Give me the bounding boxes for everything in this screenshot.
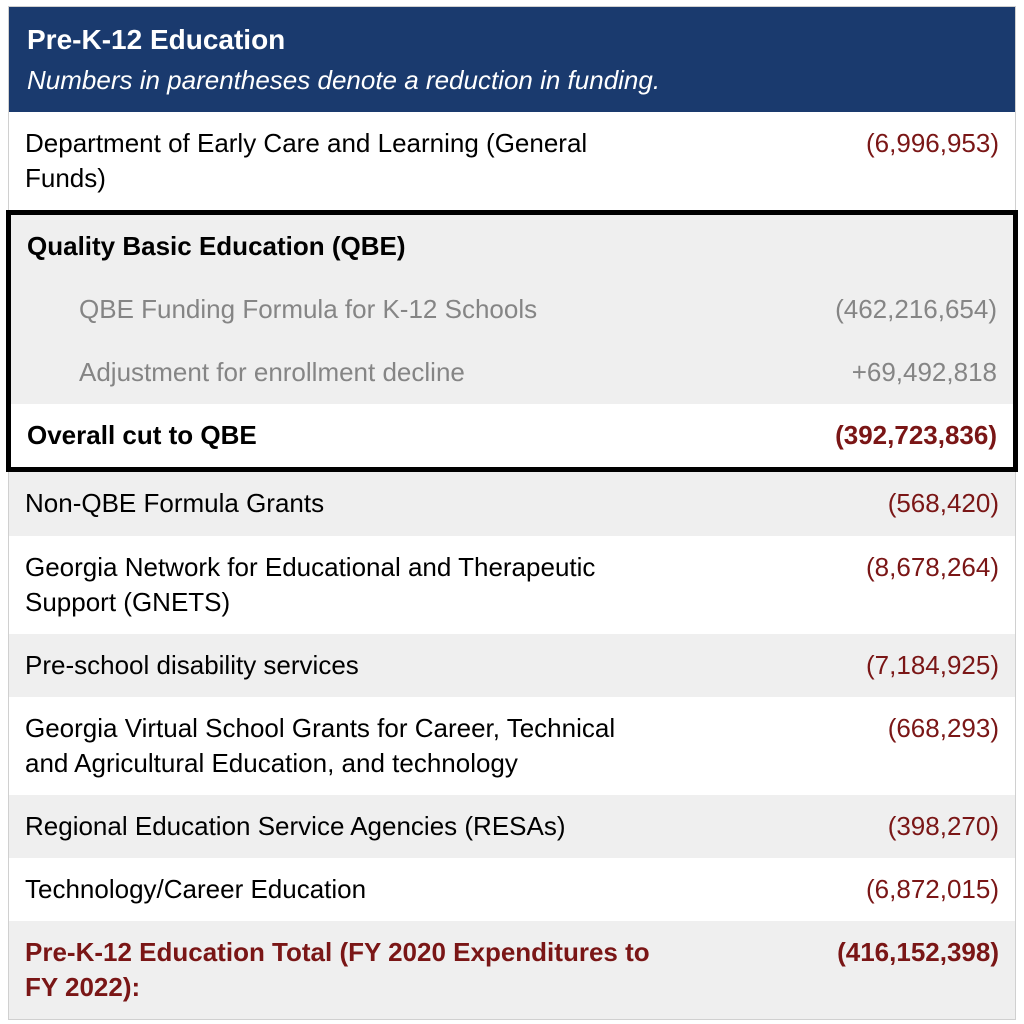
row-value: (668,293) xyxy=(673,697,1015,795)
table-header-row: Pre-K-12 Education Numbers in parenthese… xyxy=(9,7,1016,112)
row-label: Georgia Virtual School Grants for Career… xyxy=(9,697,674,795)
qbe-sub-row: Adjustment for enrollment decline +69,49… xyxy=(9,341,1016,404)
table-row: Technology/Career Education (6,872,015) xyxy=(9,858,1016,921)
table-row: Regional Education Service Agencies (RES… xyxy=(9,795,1016,858)
row-value: (8,678,264) xyxy=(673,536,1015,634)
table-row: Georgia Virtual School Grants for Career… xyxy=(9,697,1016,795)
row-value: (7,184,925) xyxy=(673,634,1015,697)
table-row: Non-QBE Formula Grants (568,420) xyxy=(9,470,1016,536)
row-label: Non-QBE Formula Grants xyxy=(9,470,674,536)
row-value: (462,216,654) xyxy=(673,278,1015,341)
row-value: (398,270) xyxy=(673,795,1015,858)
row-value: (416,152,398) xyxy=(673,921,1015,1020)
row-value xyxy=(673,213,1015,279)
table-row: Pre-school disability services (7,184,92… xyxy=(9,634,1016,697)
row-value: (6,996,953) xyxy=(673,112,1015,213)
row-label: Pre-K-12 Education Total (FY 2020 Expend… xyxy=(9,921,674,1020)
row-label: Adjustment for enrollment decline xyxy=(9,341,674,404)
table-header-cell: Pre-K-12 Education Numbers in parenthese… xyxy=(9,7,1016,112)
row-value: (6,872,015) xyxy=(673,858,1015,921)
qbe-header-row: Quality Basic Education (QBE) xyxy=(9,213,1016,279)
row-label: Regional Education Service Agencies (RES… xyxy=(9,795,674,858)
table-row: Department of Early Care and Learning (G… xyxy=(9,112,1016,213)
row-label: Quality Basic Education (QBE) xyxy=(9,213,674,279)
table-subtitle: Numbers in parentheses denote a reductio… xyxy=(27,63,997,98)
row-label: Department of Early Care and Learning (G… xyxy=(9,112,674,213)
row-value: +69,492,818 xyxy=(673,341,1015,404)
row-value: (568,420) xyxy=(673,470,1015,536)
row-label: Overall cut to QBE xyxy=(9,404,674,470)
row-label: Pre-school disability services xyxy=(9,634,674,697)
table-row: Georgia Network for Educational and Ther… xyxy=(9,536,1016,634)
row-label: Georgia Network for Educational and Ther… xyxy=(9,536,674,634)
row-label: Technology/Career Education xyxy=(9,858,674,921)
qbe-sub-row: QBE Funding Formula for K-12 Schools (46… xyxy=(9,278,1016,341)
total-row: Pre-K-12 Education Total (FY 2020 Expend… xyxy=(9,921,1016,1020)
qbe-overall-row: Overall cut to QBE (392,723,836) xyxy=(9,404,1016,470)
row-label: QBE Funding Formula for K-12 Schools xyxy=(9,278,674,341)
table-title: Pre-K-12 Education xyxy=(27,21,997,59)
row-value: (392,723,836) xyxy=(673,404,1015,470)
funding-table: Pre-K-12 Education Numbers in parenthese… xyxy=(6,6,1018,1020)
